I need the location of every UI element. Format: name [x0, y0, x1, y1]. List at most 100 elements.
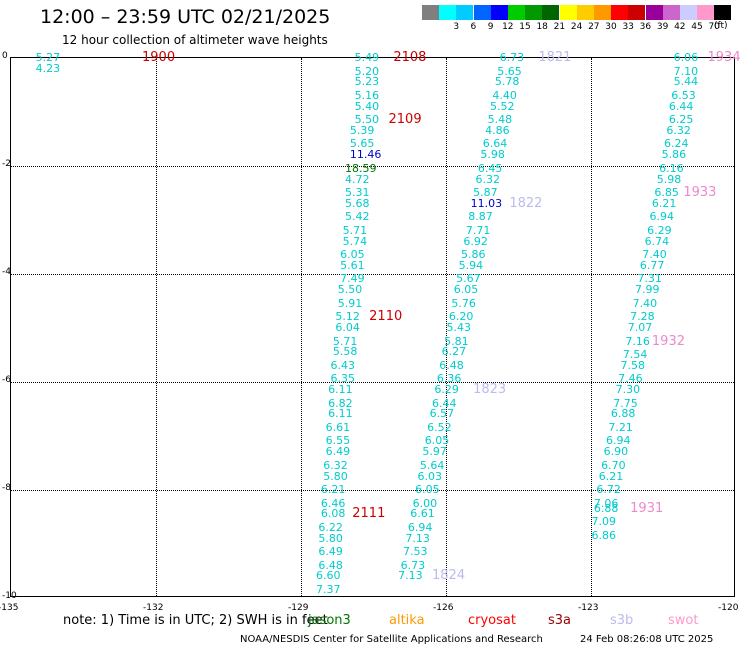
- wave-height-value: 6.90: [603, 445, 629, 459]
- parallel-gridline: [11, 166, 734, 167]
- footer-timestamp: 24 Feb 08:26:08 UTC 2025: [580, 634, 714, 645]
- wave-height-value: 6.48: [318, 558, 343, 572]
- wave-height-value: 7.31: [637, 272, 662, 286]
- wave-height-value: 6.00: [412, 496, 438, 510]
- meridian-gridline: [156, 58, 157, 596]
- wave-height-value: 5.80: [323, 469, 348, 483]
- wave-height-value: 5.20: [354, 64, 380, 78]
- wave-height-value: 6.27: [441, 345, 467, 359]
- wave-height-value: 6.21: [320, 483, 346, 496]
- wave-height-value: 6.48: [439, 358, 464, 372]
- colorbar-swatch: [456, 5, 474, 20]
- wave-height-value: 5.58: [332, 345, 358, 359]
- wave-height-value: 7.10: [673, 64, 699, 78]
- wave-height-value: 7.21: [608, 420, 633, 434]
- wave-height-value: 5.39: [349, 123, 375, 137]
- wave-height-value: 6.53: [671, 88, 696, 102]
- wave-height-value: 6.61: [410, 507, 435, 521]
- wave-height-value: 5.61: [340, 258, 365, 272]
- wave-height-value: 6.57: [429, 407, 455, 421]
- wave-height-value: 6.77: [639, 258, 665, 272]
- colorbar-swatch: [594, 5, 611, 20]
- wave-height-value: 5.76: [451, 296, 476, 310]
- wave-height-value: 6.24: [664, 137, 689, 151]
- wave-height-value: 5.27: [35, 51, 61, 64]
- colorbar-swatch: [628, 5, 646, 20]
- wave-height-value: 6.94: [649, 210, 675, 224]
- wave-height-value: 4.40: [492, 88, 517, 102]
- wave-height-value: 6.86: [591, 528, 617, 542]
- wave-height-value: 6.08: [320, 507, 346, 521]
- colorbar-tick-label: 30: [605, 22, 617, 32]
- colorbar-swatch: [714, 5, 732, 20]
- wave-height-value: 6.21: [651, 196, 677, 210]
- colorbar-swatch: [473, 5, 491, 20]
- wave-height-value: 6.45: [477, 161, 503, 175]
- pass-time-label: 2109: [388, 112, 422, 128]
- wave-height-value: 6.29: [434, 383, 459, 397]
- longitude-tick-label: -132: [143, 603, 164, 613]
- pass-time-label: 1933: [683, 185, 717, 200]
- wave-height-value: 6.29: [647, 223, 672, 237]
- colorbar-tick-label: 42: [674, 22, 686, 32]
- wave-height-value: 6.11: [328, 383, 353, 397]
- longitude-tick-label: -135: [0, 603, 19, 613]
- wave-height-value: 7.49: [340, 272, 365, 286]
- wave-height-value: 7.30: [615, 383, 641, 397]
- wave-height-value: 5.71: [332, 334, 358, 348]
- wave-height-value: 6.03: [417, 469, 443, 483]
- wave-height-value: 5.91: [337, 296, 363, 310]
- colorbar-swatch: [680, 5, 697, 20]
- wave-height-value: 6.04: [335, 321, 360, 334]
- wave-height-value: 5.86: [461, 248, 486, 262]
- wave-height-value: 6.32: [475, 172, 501, 186]
- parallel-gridline: [11, 490, 734, 491]
- wave-height-value: 6.32: [323, 458, 348, 472]
- wave-height-value: 6.88: [593, 501, 619, 515]
- colorbar-swatch: [697, 5, 715, 20]
- wave-height-value: 5.64: [419, 458, 445, 472]
- wave-height-value: 6.05: [415, 483, 440, 496]
- wave-height-value: 5.50: [337, 283, 363, 297]
- wave-height-value: 5.12: [335, 310, 360, 324]
- wave-height-value: 6.70: [601, 458, 626, 472]
- wave-height-value: 7.58: [620, 358, 646, 372]
- wave-height-value: 5.48: [487, 113, 513, 127]
- wave-height-value: 7.75: [613, 396, 638, 410]
- pass-time-label: 2108: [393, 50, 427, 65]
- colorbar-tick-label: 33: [622, 22, 634, 32]
- wave-height-value: 6.94: [606, 434, 631, 448]
- meridian-gridline: [446, 58, 447, 596]
- colorbar-swatch: [576, 5, 594, 20]
- meridian-gridline: [591, 58, 592, 596]
- colorbar-tick-label: 24: [570, 22, 583, 32]
- wave-height-value: 5.86: [661, 148, 687, 162]
- wave-height-value: 4.86: [485, 123, 510, 137]
- wave-height-value: 6.05: [340, 248, 365, 262]
- wave-height-value: 5.81: [444, 334, 469, 348]
- satellite-legend-s3b: s3b: [610, 613, 634, 628]
- latitude-tick-label: -2: [2, 159, 11, 169]
- wave-height-value: 5.74: [342, 234, 368, 248]
- latitude-tick-label: -10: [2, 591, 17, 601]
- wave-height-value: 5.98: [480, 148, 505, 162]
- colorbar-swatch: [508, 5, 525, 20]
- wave-height-value: 6.25: [668, 113, 694, 127]
- wave-height-value: 6.22: [318, 520, 343, 534]
- wave-height-value: 6.05: [453, 283, 479, 297]
- wave-height-value: 7.54: [622, 348, 648, 361]
- wave-height-value: 5.78: [494, 75, 520, 89]
- wave-height-value: 18.59: [345, 161, 377, 175]
- longitude-tick-label: -126: [433, 603, 454, 613]
- pass-time-label: 1932: [651, 333, 685, 349]
- wave-height-value: 6.43: [330, 358, 356, 372]
- satellite-legend-cryosat: cryosat: [468, 613, 516, 628]
- colorbar-tick-label: 39: [656, 22, 669, 32]
- wave-height-value: 6.49: [318, 545, 343, 559]
- wave-height-value: 6.73: [400, 558, 426, 572]
- meridian-gridline: [301, 58, 302, 596]
- wave-height-value: 6.61: [325, 420, 351, 434]
- colorbar-tick-label: 9: [487, 22, 494, 32]
- wave-height-value: 11.03: [470, 196, 503, 210]
